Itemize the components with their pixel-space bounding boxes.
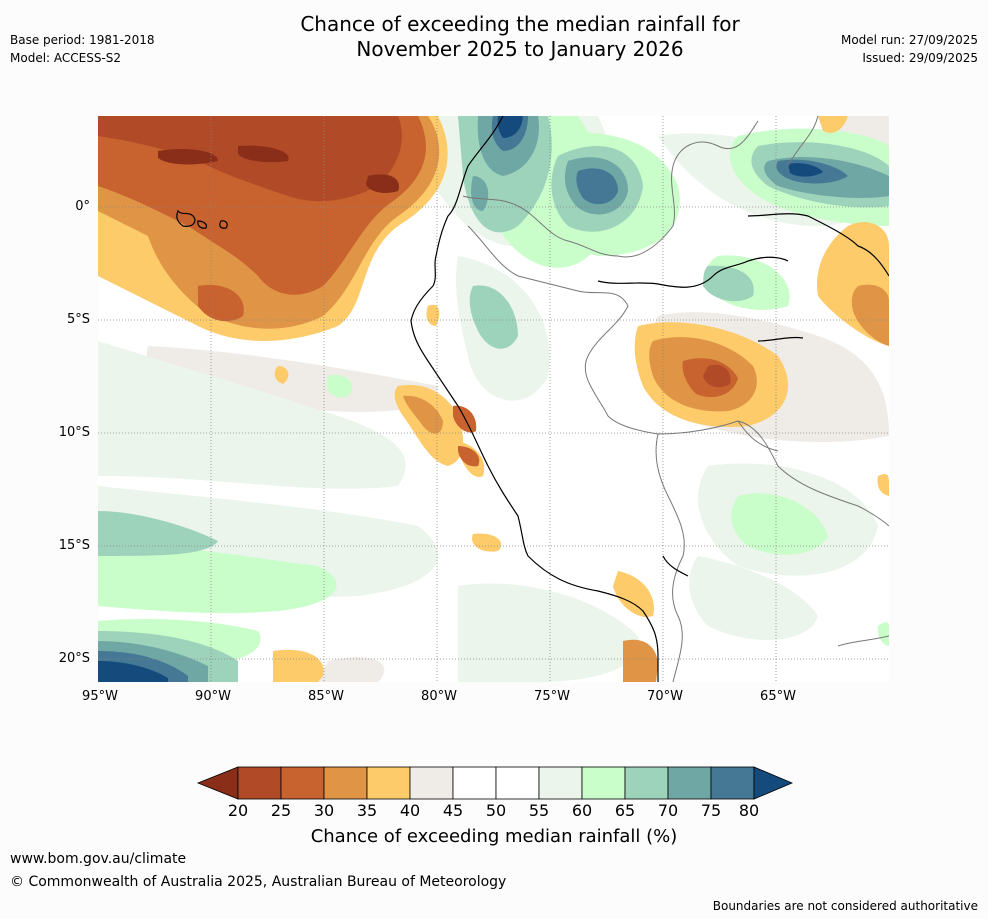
colorbar-tick-40: 40 [399,801,421,820]
colorbar-35-40 [366,766,411,800]
run-info: Model run: 27/09/2025 Issued: 29/09/2025 [841,31,978,67]
colorbar-tick-70: 70 [657,801,679,820]
coastline [176,116,889,682]
colorbar-tick-30: 30 [313,801,335,820]
footer-disclaimer: Boundaries are not considered authoritat… [712,899,978,913]
colorbar-above-80 [753,766,794,800]
lon-label-95w: 95°W [82,689,118,704]
colorbar-20-25 [237,766,282,800]
colorbar-tick-50: 50 [485,801,507,820]
model-info: Base period: 1981-2018 Model: ACCESS-S2 [10,31,155,67]
colorbar-tick-35: 35 [356,801,378,820]
base-period: Base period: 1981-2018 [10,33,155,47]
colorbar-55-60 [538,766,583,800]
lon-label-80w: 80°W [421,689,457,704]
colorbar-tick-55: 55 [528,801,550,820]
colorbar-tick-75: 75 [700,801,722,820]
colorbar-40-45 [409,766,454,800]
country-boundaries [462,116,889,682]
lon-label-90w: 90°W [195,689,231,704]
colorbar-label: Chance of exceeding median rainfall (%) [310,826,678,847]
model-name: Model: ACCESS-S2 [10,51,122,65]
lat-label-5s: 5°S [66,312,90,327]
colorbar-tick-45: 45 [442,801,464,820]
page-title: Chance of exceeding the median rainfall … [0,12,988,62]
lat-label-15s: 15°S [58,538,90,553]
lon-label-70w: 70°W [647,689,683,704]
colorbar-25-30 [280,766,325,800]
colorbar-50-55 [495,766,540,800]
colorbar-65-70 [624,766,669,800]
title-line-2: November 2025 to January 2026 [356,37,684,61]
lon-label-85w: 85°W [308,689,344,704]
graticule [98,116,889,682]
footer-url[interactable]: www.bom.gov.au/climate [10,851,187,867]
colorbar-below-20 [196,766,239,800]
colorbar [196,766,794,800]
issued-date: Issued: 29/09/2025 [862,51,978,65]
lat-label-10s: 10°S [58,425,90,440]
colorbar-60-65 [581,766,626,800]
lon-label-75w: 75°W [534,689,570,704]
colorbar-tick-25: 25 [270,801,292,820]
lat-label-20s: 20°S [58,651,90,666]
footer-copyright: © Commonwealth of Australia 2025, Austra… [10,874,507,890]
title-line-1: Chance of exceeding the median rainfall … [300,12,740,36]
lat-label-0: 0° [75,199,90,214]
colorbar-tick-60: 60 [571,801,593,820]
colorbar-tick-65: 65 [614,801,636,820]
model-run-date: Model run: 27/09/2025 [840,33,978,47]
colorbar-70-75 [667,766,712,800]
colorbar-tick-80: 80 [738,801,760,820]
lon-label-65w: 65°W [760,689,796,704]
region-above-80 [98,116,823,682]
colorbar-tick-20: 20 [227,801,249,820]
rainfall-map [98,116,889,682]
colorbar-75-80 [710,766,755,800]
colorbar-30-35 [323,766,368,800]
region-below-20 [158,145,399,194]
map-canvas [98,116,889,682]
colorbar-45-50 [452,766,497,800]
